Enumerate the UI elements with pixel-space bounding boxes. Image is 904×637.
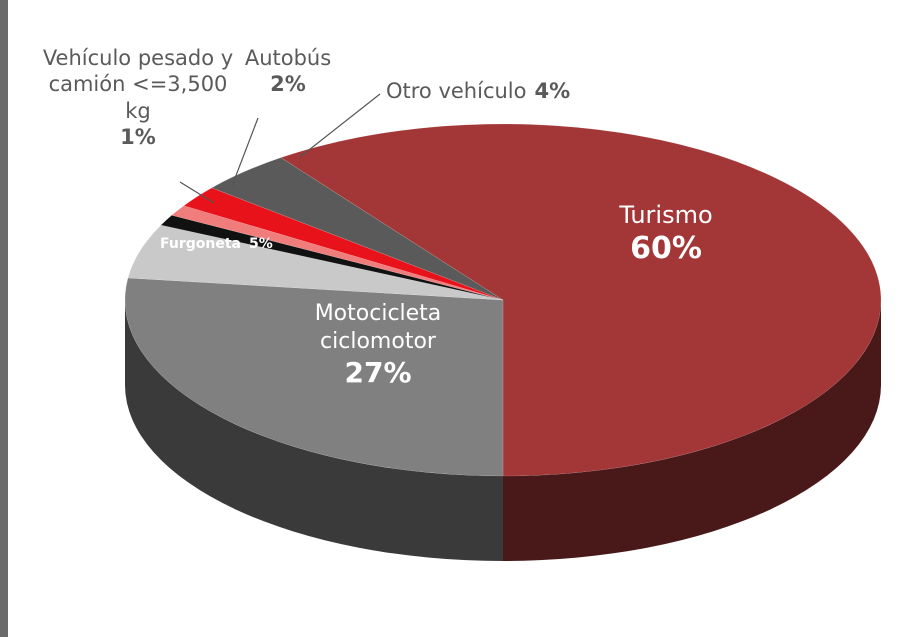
slice-label: Vehículo pesado y camión <=3,500 kg 1% — [38, 45, 238, 150]
slice-side — [503, 300, 881, 561]
category-name: Furgoneta — [160, 236, 241, 252]
slice-label: Autobús 2% — [208, 45, 368, 98]
slice-label: Furgoneta 5% — [160, 236, 360, 254]
slice-label: Turismo 60% — [556, 200, 776, 268]
slice — [124, 277, 504, 477]
leader-line — [299, 93, 381, 158]
value-label: 2% — [270, 72, 306, 97]
value-label: 27% — [344, 356, 412, 389]
slice-side — [125, 300, 503, 561]
category-name: Otro vehículo — [386, 79, 527, 103]
slice-label: Otro vehículo 4% — [386, 78, 686, 104]
category-name: Turismo — [619, 201, 713, 229]
slice — [160, 214, 504, 301]
slice — [171, 205, 504, 301]
value-label: 4% — [534, 79, 571, 103]
leader-line — [231, 117, 259, 187]
slice — [211, 157, 504, 301]
pie — [124, 123, 882, 561]
category-name: Vehículo pesado y camión <=3,500 kg — [42, 46, 234, 123]
value-label: 60% — [630, 231, 702, 266]
leader-line — [179, 181, 215, 204]
slice-label: Motocicleta ciclomotor 27% — [258, 300, 498, 390]
category-name: Motocicleta ciclomotor — [314, 301, 442, 354]
slice — [280, 123, 882, 477]
slice — [183, 187, 504, 301]
slice — [127, 224, 504, 301]
category-name: Autobús — [244, 46, 332, 70]
value-label: 1% — [120, 124, 156, 149]
value-label: 5% — [248, 236, 273, 252]
pie-canvas — [124, 93, 882, 561]
